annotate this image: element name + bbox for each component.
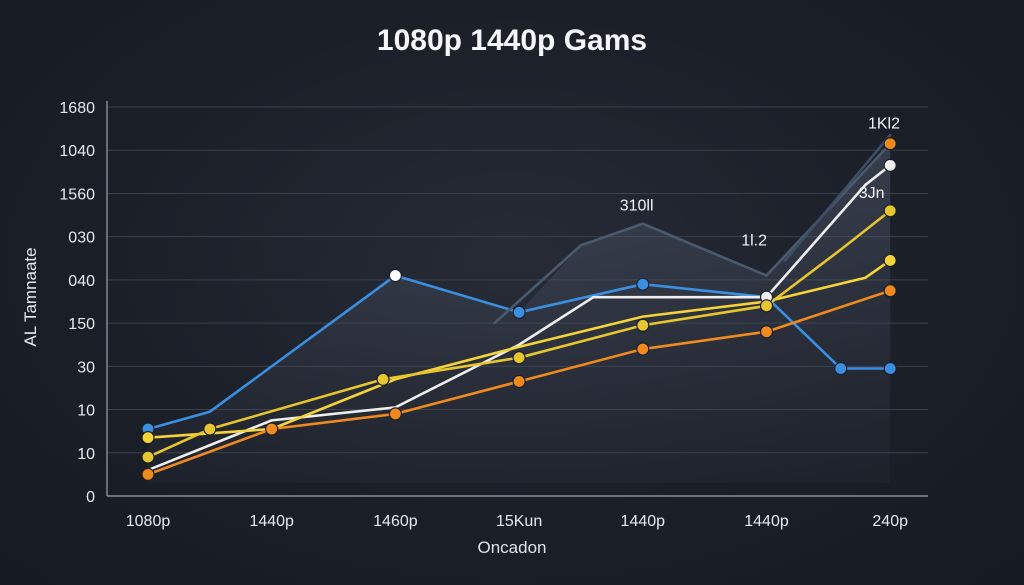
y-tick-label: 1040 xyxy=(59,143,95,160)
data-point xyxy=(512,351,526,365)
data-point xyxy=(883,284,897,298)
chart-title: 1080p 1440p Gams xyxy=(376,24,648,57)
data-point xyxy=(376,372,390,386)
series-line xyxy=(783,133,892,262)
data-point xyxy=(388,407,402,421)
data-point xyxy=(141,431,155,445)
series-line xyxy=(146,209,892,459)
data-point xyxy=(883,204,897,218)
data-point xyxy=(203,422,217,436)
x-tick-label: 1440p xyxy=(249,513,294,530)
data-point xyxy=(883,158,897,172)
x-tick-label: 15Kun xyxy=(496,513,542,530)
y-tick-label: 30 xyxy=(77,359,95,376)
y-tick-label: 040 xyxy=(68,273,95,290)
data-point xyxy=(636,342,650,356)
y-tick-label: 150 xyxy=(68,316,95,333)
y-tick-label: 030 xyxy=(68,230,95,247)
data-point xyxy=(883,137,897,151)
data-annotation: 3Jn xyxy=(859,185,885,202)
x-tick-label: 1440p xyxy=(621,513,666,530)
x-axis-label: Oncadon xyxy=(477,538,547,557)
series-line xyxy=(146,259,892,439)
data-point xyxy=(265,422,279,436)
data-point xyxy=(141,450,155,464)
data-point xyxy=(759,325,774,339)
x-tick-label: 240p xyxy=(872,513,908,530)
x-tick-label: 1440p xyxy=(744,513,789,530)
x-tick-label: 1460p xyxy=(373,513,418,530)
data-point xyxy=(636,277,650,291)
data-point xyxy=(141,467,155,481)
data-point xyxy=(512,305,526,319)
data-point xyxy=(388,268,402,283)
y-tick-label: 10 xyxy=(77,403,95,420)
x-tick-label: 1080p xyxy=(126,513,171,530)
y-tick-label: 10 xyxy=(77,446,95,463)
data-point xyxy=(883,361,897,376)
y-tick-label: 1560 xyxy=(59,186,95,203)
y-tick-label: 0 xyxy=(86,489,95,506)
series-line xyxy=(146,274,892,431)
series-line xyxy=(146,164,892,472)
data-point xyxy=(759,299,774,313)
data-point xyxy=(834,361,848,376)
data-annotation: 310ll xyxy=(620,198,654,215)
data-annotation: 1Kl2 xyxy=(868,116,900,133)
data-annotation: 1l.2 xyxy=(741,232,767,249)
data-point xyxy=(636,318,650,332)
data-point xyxy=(883,253,897,268)
y-tick-label: 1680 xyxy=(59,100,95,117)
data-point xyxy=(512,374,526,389)
